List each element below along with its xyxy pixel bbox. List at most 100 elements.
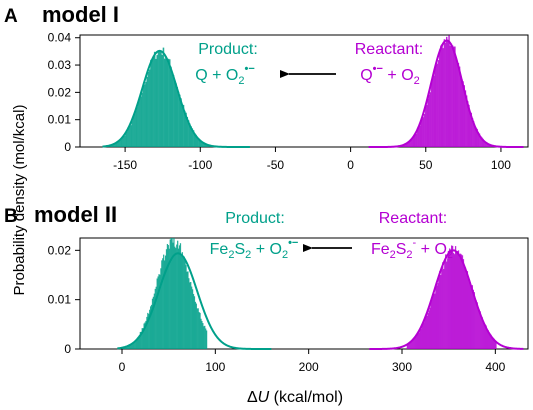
hist-bar	[487, 330, 489, 349]
hist-bar	[168, 248, 170, 349]
hist-bar	[415, 336, 417, 349]
hist-bar	[151, 60, 153, 147]
hist-bar	[454, 46, 456, 147]
hist-bar	[150, 306, 152, 349]
hist-bar	[412, 138, 414, 147]
hist-bar	[140, 331, 142, 349]
hist-bar	[485, 142, 488, 147]
x-axis-label: ΔU (kcal/mol)	[247, 389, 343, 406]
hist-bar	[187, 120, 190, 147]
panel-b: B model II 0 0.01 0.02 0 100 200 300 400 Produc…	[4, 202, 529, 374]
hist-bar	[142, 328, 144, 349]
hist-bar	[409, 140, 412, 147]
hist-bar	[160, 268, 162, 349]
hist-bar	[481, 317, 483, 349]
hist-bar	[145, 320, 147, 349]
hist-bar	[408, 343, 410, 349]
hist-bar	[204, 143, 206, 147]
hist-bar	[117, 141, 120, 147]
y-tick-label: 0.01	[48, 113, 72, 127]
hist-bar	[148, 69, 151, 147]
hist-bar	[187, 271, 189, 349]
hist-bar	[203, 326, 205, 349]
fit-curve	[368, 39, 524, 148]
hist-bar	[482, 321, 484, 349]
hist-bar	[153, 51, 156, 147]
hist-bar	[135, 110, 137, 147]
hist-bar	[412, 339, 414, 349]
hist-bar	[157, 276, 159, 349]
hist-bar	[201, 320, 203, 349]
hist-bar	[135, 339, 137, 349]
hist-bar	[176, 244, 178, 349]
hist-bar	[480, 316, 482, 349]
panel-a-title: model I	[42, 2, 119, 27]
hist-bar	[125, 346, 127, 349]
hist-bar	[199, 139, 201, 147]
hist-bar	[113, 143, 116, 147]
hist-bar	[468, 282, 471, 349]
y-tick-label: 0	[64, 140, 71, 154]
hist-bar	[194, 133, 196, 147]
hist-bar	[422, 323, 424, 349]
hist-bar	[490, 334, 492, 349]
x-tick-label: -100	[188, 158, 212, 172]
hist-bar	[128, 345, 130, 349]
hist-bar	[444, 260, 446, 349]
hist-bar	[430, 301, 432, 349]
hist-bar	[439, 271, 441, 349]
panel-b-reactant-formula: Fe2S2- + O2	[371, 237, 453, 261]
hist-bar	[191, 286, 193, 349]
hist-bar	[156, 55, 158, 148]
hist-bar	[154, 288, 156, 349]
hist-bar	[127, 345, 129, 349]
hist-bar	[456, 251, 459, 349]
hist-bar	[202, 323, 204, 349]
hist-bar	[172, 242, 174, 349]
hist-bar	[437, 60, 440, 147]
hist-bar	[172, 75, 175, 147]
hist-bar	[470, 112, 473, 147]
hist-bar	[471, 285, 473, 349]
hist-bar	[193, 296, 196, 349]
hist-bar	[191, 128, 194, 147]
hist-bar	[462, 259, 465, 349]
hist-bar	[407, 344, 409, 349]
hist-bar	[184, 260, 186, 349]
hist-bar	[466, 271, 469, 349]
hist-bar	[435, 64, 437, 147]
hist-bar	[427, 313, 429, 349]
hist-bar	[476, 128, 478, 147]
hist-bar	[477, 132, 480, 147]
hist-bar	[479, 311, 481, 349]
hist-bar	[418, 332, 420, 349]
hist-bar	[438, 275, 440, 349]
hist-bar	[115, 143, 117, 147]
hist-bar	[164, 260, 166, 349]
hist-bar	[423, 113, 426, 147]
plot-frame	[79, 237, 529, 350]
hist-bar	[482, 138, 484, 147]
hist-bar	[153, 293, 155, 349]
hist-bar	[149, 309, 151, 349]
panel-a-plot: 0 0.01 0.02 0.03 0.04 -150 -100 -50 0 50 100	[48, 31, 529, 172]
hist-bar	[166, 59, 168, 147]
y-tick-label: 0.02	[48, 85, 72, 99]
hist-bar	[402, 145, 405, 147]
hist-bar	[188, 278, 190, 349]
hist-bar	[454, 246, 457, 349]
hist-bar	[493, 338, 495, 349]
hist-bar	[465, 95, 468, 147]
hist-bar	[448, 35, 450, 147]
hist-bar	[426, 105, 428, 147]
hist-bar	[419, 125, 421, 147]
hist-bar	[440, 45, 442, 148]
hist-bar	[436, 63, 439, 148]
hist-bar	[136, 107, 138, 147]
hist-bar	[122, 136, 125, 147]
hist-bar	[445, 36, 448, 147]
hist-bar	[486, 143, 489, 147]
hist-bar	[129, 344, 131, 349]
hist-bar	[130, 344, 132, 349]
hist-bar	[196, 136, 199, 147]
